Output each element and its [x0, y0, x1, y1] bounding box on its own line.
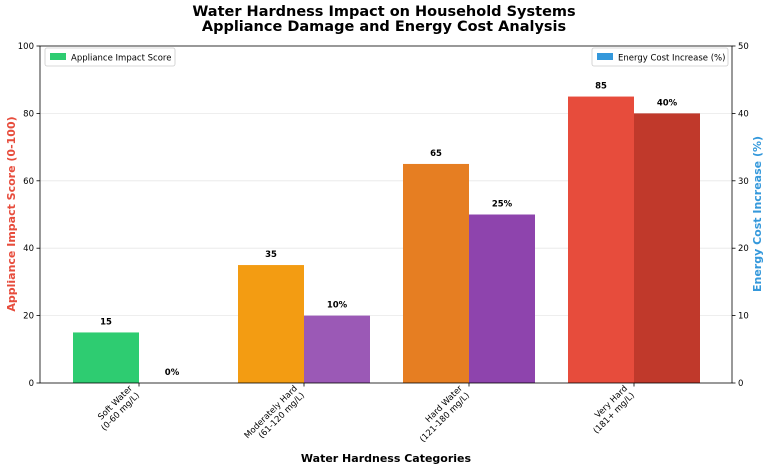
- legend-right-label: Energy Cost Increase (%): [618, 54, 725, 64]
- y-right-tick-label: 50: [738, 42, 749, 52]
- legend-right-frame: [591, 47, 729, 67]
- y-axis-right-label: Energy Cost Increase (%): [751, 136, 764, 292]
- bar-energy: [469, 214, 535, 383]
- legend-left-frame: [44, 47, 176, 67]
- x-axis-label: Water Hardness Categories: [301, 452, 472, 465]
- bar-impact: [568, 96, 634, 384]
- y-right-tick-label: 0: [738, 379, 743, 389]
- bar-value-label: 10%: [327, 301, 348, 311]
- y-right-tick-label: 40: [738, 109, 749, 119]
- y-left-tick-label: 100: [18, 42, 34, 52]
- x-tick-label: Very Hard(181+ mg/L): [592, 384, 637, 436]
- bar-impact: [73, 332, 139, 383]
- y-left-tick-label: 40: [23, 244, 34, 254]
- bar-value-label: 35: [265, 250, 277, 260]
- bar-impact: [238, 265, 304, 383]
- x-tick-label: Moderately Hard(61-120 mg/L): [243, 384, 307, 441]
- legend-left: Appliance Impact Score: [44, 47, 176, 67]
- bar-value-label: 25%: [492, 200, 513, 210]
- bar-value-label: 85: [595, 82, 607, 92]
- plot-frame: [39, 45, 733, 384]
- x-tick-label: Soft Water(0-60 mg/L): [96, 383, 142, 433]
- legend-left-swatch: [50, 53, 66, 60]
- y-right-tick-label: 10: [738, 312, 749, 322]
- legend-left-label: Appliance Impact Score: [71, 54, 171, 64]
- y-axis-left-label: Appliance Impact Score (0-100): [5, 116, 18, 311]
- y-left-tick-label: 80: [23, 109, 34, 119]
- y-axis-left-ticks: 0 20 40 60 80 100: [18, 42, 40, 389]
- y-axis-right-ticks: 0 10 20 30 40 50: [732, 42, 749, 389]
- y-left-tick-label: 0: [29, 379, 34, 389]
- legend-right-swatch: [597, 53, 613, 60]
- chart-subtitle: Appliance Damage and Energy Cost Analysi…: [202, 19, 566, 35]
- bar-value-label: 0%: [165, 368, 180, 378]
- x-axis-ticks: Soft Water(0-60 mg/L) Moderately Hard(61-…: [96, 383, 637, 445]
- chart-title: Water Hardness Impact on Household Syste…: [192, 4, 575, 20]
- bar-energy: [634, 113, 700, 384]
- bar-value-label: 15: [100, 317, 112, 327]
- legend-right: Energy Cost Increase (%): [591, 47, 729, 67]
- bar-energy: [304, 315, 370, 383]
- y-right-tick-label: 20: [738, 244, 749, 254]
- bar-value-label: 40%: [657, 98, 678, 108]
- bar-impact: [403, 163, 469, 383]
- y-right-tick-label: 30: [738, 177, 749, 187]
- y-left-tick-label: 60: [23, 177, 34, 187]
- y-left-tick-label: 20: [23, 312, 34, 322]
- bar-value-label: 65: [430, 149, 442, 159]
- bars: [73, 96, 700, 384]
- x-tick-label: Hard Water(121-180 mg/L): [418, 383, 472, 444]
- bar-labels: 15 0% 35 10% 65 25% 85 40%: [100, 82, 678, 378]
